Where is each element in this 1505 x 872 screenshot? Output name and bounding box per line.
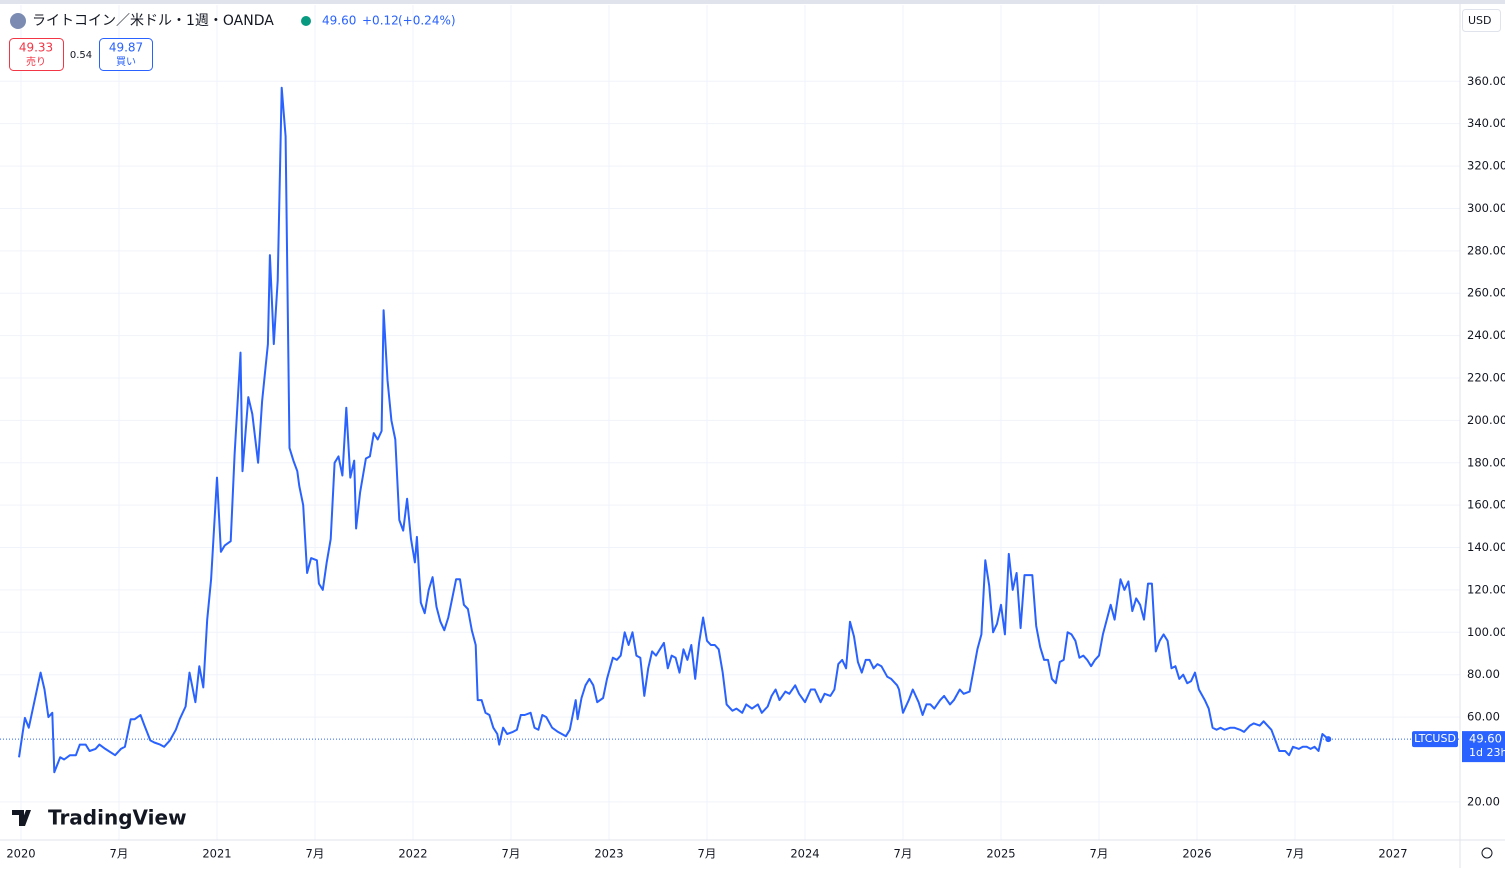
price-line xyxy=(18,86,1329,774)
price-tag-label: 49.60 xyxy=(1469,732,1502,746)
y-tick-label: 280.00 xyxy=(1467,243,1505,257)
y-tick-label: 340.00 xyxy=(1467,116,1505,130)
x-tick-label: 7月 xyxy=(502,847,521,861)
settings-icon[interactable] xyxy=(1481,847,1493,859)
y-tick-label: 320.00 xyxy=(1467,159,1505,173)
y-tick-label: 80.00 xyxy=(1467,667,1500,681)
x-tick-label: 7月 xyxy=(1090,847,1109,861)
top-bar xyxy=(0,0,1505,4)
y-tick-label: 300.00 xyxy=(1467,201,1505,215)
coin-icon xyxy=(10,13,26,29)
symbol-tag-label: LTCUSD xyxy=(1414,732,1456,745)
spread: 0.54 xyxy=(70,50,92,61)
sell-button[interactable] xyxy=(9,38,64,71)
x-tick-label: 2025 xyxy=(986,847,1015,861)
y-tick-label: 120.00 xyxy=(1467,582,1505,596)
brand: TradingView xyxy=(48,806,187,830)
y-tick-label: 240.00 xyxy=(1467,328,1505,342)
y-tick-label: 20.00 xyxy=(1467,794,1500,808)
y-tick-label: 260.00 xyxy=(1467,286,1505,300)
x-tick-label: 2022 xyxy=(398,847,427,861)
buy-label: 買い xyxy=(116,56,136,68)
x-tick-label: 2023 xyxy=(594,847,623,861)
y-tick-label: 60.00 xyxy=(1467,710,1500,724)
x-tick-label: 7月 xyxy=(306,847,325,861)
currency-button[interactable] xyxy=(1462,9,1501,32)
x-tick-label: 7月 xyxy=(894,847,913,861)
last-point xyxy=(1325,736,1332,743)
change: +0.12 xyxy=(362,14,399,28)
change-pct: (+0.24%) xyxy=(398,14,456,28)
symbol-tag xyxy=(1412,731,1458,748)
x-tick-label: 2024 xyxy=(790,847,819,861)
y-tick-label: 220.00 xyxy=(1467,370,1505,384)
sell-label: 売り xyxy=(26,55,46,68)
x-tick-label: 2020 xyxy=(6,847,35,861)
y-tick-label: 200.00 xyxy=(1467,413,1505,427)
y-tick-label: 360.00 xyxy=(1467,74,1505,88)
x-tick-label: 2026 xyxy=(1182,847,1211,861)
x-tick-label: 7月 xyxy=(110,847,129,861)
buy-button[interactable] xyxy=(99,38,153,71)
x-tick-label: 2021 xyxy=(202,847,231,861)
x-tick-label: 2027 xyxy=(1378,847,1407,861)
currency: USD xyxy=(1468,14,1492,27)
y-tick-label: 160.00 xyxy=(1467,498,1505,512)
y-tick-label: 180.00 xyxy=(1467,455,1505,469)
symbol-title: ライトコイン／米ドル・1週・OANDA xyxy=(32,13,274,29)
sell-price: 49.33 xyxy=(19,41,53,55)
price: 49.60 xyxy=(322,14,356,28)
x-tick-label: 7月 xyxy=(1286,847,1305,861)
logo-mark xyxy=(12,810,31,826)
countdown: 1d 23h xyxy=(1469,746,1505,759)
y-tick-label: 100.00 xyxy=(1467,625,1505,639)
y-tick-label: 140.00 xyxy=(1467,540,1505,554)
price-tag xyxy=(1462,731,1505,763)
x-tick-label: 7月 xyxy=(698,847,717,861)
market-status xyxy=(301,16,311,26)
brand-logo: TradingView xyxy=(12,806,187,830)
buy-price: 49.87 xyxy=(109,41,143,55)
